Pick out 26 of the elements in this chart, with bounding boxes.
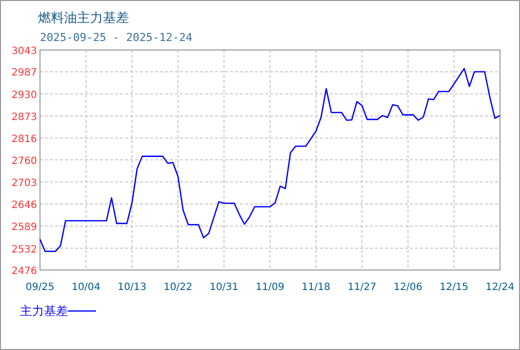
y-tick-label: 2873 xyxy=(12,112,37,123)
chart-subtitle: 2025-09-25 - 2025-12-24 xyxy=(40,31,193,44)
chart-title: 燃料油主力基差 xyxy=(38,10,129,26)
x-tick-label: 12/24 xyxy=(486,282,514,293)
x-tick-label: 09/25 xyxy=(26,282,54,293)
y-tick-label: 3043 xyxy=(12,46,37,57)
x-tick-label: 10/22 xyxy=(164,282,192,293)
x-tick-label: 11/09 xyxy=(256,282,284,293)
y-tick-label: 2760 xyxy=(12,156,37,167)
y-tick-label: 2703 xyxy=(12,178,37,189)
x-tick-label: 11/27 xyxy=(348,282,376,293)
y-tick-label: 2646 xyxy=(12,200,37,212)
x-tick-label: 10/31 xyxy=(210,282,238,293)
x-tick-label: 10/13 xyxy=(118,282,146,293)
x-tick-label: 10/04 xyxy=(72,282,100,293)
x-tick-label: 11/18 xyxy=(302,282,330,293)
y-tick-label: 2930 xyxy=(12,90,37,101)
y-tick-label: 2987 xyxy=(12,68,37,79)
y-tick-label: 2476 xyxy=(12,266,37,277)
legend-label: 主力基差 xyxy=(20,304,68,318)
x-tick-label: 12/15 xyxy=(440,282,468,293)
y-tick-label: 2816 xyxy=(12,134,37,146)
y-tick-label: 2589 xyxy=(12,222,37,234)
x-tick-label: 12/06 xyxy=(394,282,422,293)
line-series xyxy=(39,68,501,252)
y-tick-label: 2532 xyxy=(12,244,37,256)
